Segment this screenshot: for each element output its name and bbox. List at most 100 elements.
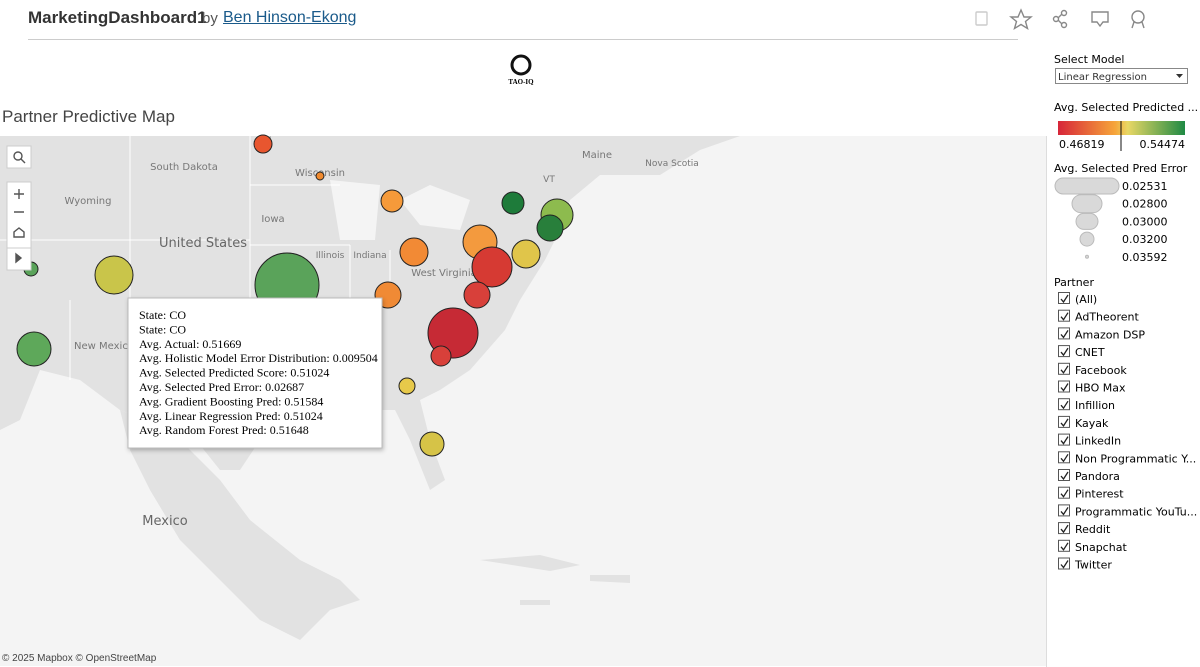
partner-label: Amazon DSP	[1075, 328, 1145, 341]
logo-text: TAO-IQ	[508, 78, 534, 86]
by-text: by	[202, 10, 218, 27]
color-legend-min: 0.46819	[1059, 138, 1105, 151]
favorite-icon[interactable]	[1009, 8, 1033, 31]
logo-mark	[510, 54, 532, 76]
map-title: Partner Predictive Map	[2, 107, 175, 126]
size-legend-label: 0.02800	[1122, 198, 1168, 211]
checkbox[interactable]	[1058, 433, 1070, 446]
checkmark	[1060, 507, 1069, 516]
state-bubble[interactable]	[94, 255, 134, 295]
map-label: United States	[159, 236, 247, 251]
state-bubble[interactable]	[463, 281, 491, 309]
checkbox[interactable]	[1058, 539, 1070, 552]
state-bubble[interactable]	[315, 171, 325, 181]
partner-label: Pinterest	[1075, 488, 1124, 501]
tooltip-line: Avg. Holistic Model Error Distribution: …	[139, 351, 378, 365]
size-legend-label: 0.02531	[1122, 180, 1168, 193]
search-button[interactable]	[6, 145, 32, 169]
map-label: West Virginia	[411, 268, 476, 279]
checkbox[interactable]	[1058, 327, 1070, 340]
state-bubble[interactable]	[16, 331, 52, 367]
map-label: Maine	[582, 150, 612, 161]
partner-label: Snapchat	[1075, 541, 1127, 554]
checkmark	[1060, 542, 1069, 551]
partner-label: HBO Max	[1075, 382, 1126, 395]
size-legend-title: Avg. Selected Pred Error	[1054, 162, 1188, 175]
checkmark	[1060, 347, 1069, 357]
map-label: New Mexico	[74, 341, 134, 352]
tooltip-line: Avg. Selected Predicted Score: 0.51024	[139, 366, 329, 380]
dashboard-title: MarketingDashboard1	[28, 8, 207, 27]
partner-filter: (All) AdTheorent Amazon DSP CNET Facebook HBO…	[1058, 292, 1197, 572]
checkmark	[1060, 365, 1069, 374]
partner-label: LinkedIn	[1075, 435, 1121, 448]
tooltip-line: Avg. Random Forest Pred: 0.51648	[139, 423, 309, 437]
size-legend-label: 0.03592	[1122, 251, 1168, 264]
checkbox[interactable]	[1058, 292, 1070, 304]
map-controls	[6, 145, 32, 271]
map-label: South Dakota	[150, 162, 218, 173]
checkbox[interactable]	[1058, 522, 1070, 535]
checkbox[interactable]	[1058, 469, 1070, 481]
checkbox[interactable]	[1058, 309, 1070, 322]
share-icon[interactable]	[1052, 9, 1068, 29]
checkmark	[1060, 436, 1069, 445]
map-label: Illinois	[316, 251, 345, 261]
checkbox[interactable]	[1058, 362, 1070, 375]
state-bubble[interactable]	[253, 134, 273, 154]
download-icon[interactable]	[1091, 11, 1109, 28]
state-bubble[interactable]	[398, 377, 416, 395]
tooltip-line: Avg. Gradient Boosting Pred: 0.51584	[139, 394, 323, 408]
tooltip-line: State: CO	[139, 322, 186, 336]
size-swatch	[1085, 254, 1089, 259]
partner-label: Non Programmatic Y...	[1075, 452, 1196, 465]
checkbox[interactable]	[1058, 557, 1070, 570]
checkmark	[1060, 383, 1069, 392]
state-bubble[interactable]	[430, 345, 452, 367]
state-bubble[interactable]	[511, 239, 541, 269]
partner-label: Pandora	[1075, 470, 1120, 483]
size-swatch	[1075, 212, 1099, 230]
checkmark	[1060, 400, 1069, 410]
state-bubble[interactable]	[399, 237, 429, 267]
state-bubble[interactable]	[536, 214, 564, 242]
tooltip-line: State: CO	[139, 308, 186, 322]
state-bubble[interactable]	[427, 307, 479, 359]
state-bubble[interactable]	[501, 191, 525, 215]
size-legend-label: 0.03200	[1122, 233, 1168, 246]
checkbox[interactable]	[1058, 380, 1070, 393]
state-bubble[interactable]	[471, 246, 513, 288]
checkmark	[1060, 418, 1069, 427]
partner-label: AdTheorent	[1075, 311, 1140, 324]
partner-label: Infillion	[1075, 399, 1115, 412]
size-swatch	[1054, 177, 1120, 195]
checkmark	[1060, 489, 1069, 498]
checkmark	[1060, 330, 1069, 339]
checkbox[interactable]	[1058, 398, 1070, 411]
partner-label: Reddit	[1075, 523, 1111, 536]
color-legend-max: 0.54474	[1140, 138, 1186, 151]
model-dropdown[interactable]	[1055, 68, 1188, 84]
copy-icon[interactable]	[975, 11, 988, 26]
checkmark	[1060, 294, 1069, 304]
map-label: Mexico	[142, 514, 187, 529]
select-model-label: Select Model	[1054, 53, 1124, 66]
checkbox[interactable]	[1058, 345, 1070, 358]
checkbox[interactable]	[1058, 486, 1070, 499]
map-control-icons	[13, 151, 26, 264]
state-bubble[interactable]	[380, 189, 404, 213]
state-bubble[interactable]	[419, 431, 445, 457]
checkbox[interactable]	[1058, 451, 1070, 464]
size-legend-label: 0.03000	[1122, 215, 1168, 228]
checkbox[interactable]	[1058, 415, 1070, 428]
author-link[interactable]: Ben Hinson-Ekong	[223, 9, 357, 26]
model-dropdown-value: Linear Regression	[1058, 72, 1147, 83]
badge-icon[interactable]	[1131, 10, 1145, 29]
size-swatch	[1071, 194, 1103, 214]
checkbox[interactable]	[1058, 504, 1070, 517]
map-label: Nova Scotia	[645, 159, 699, 169]
map-label: Wyoming	[65, 196, 112, 207]
